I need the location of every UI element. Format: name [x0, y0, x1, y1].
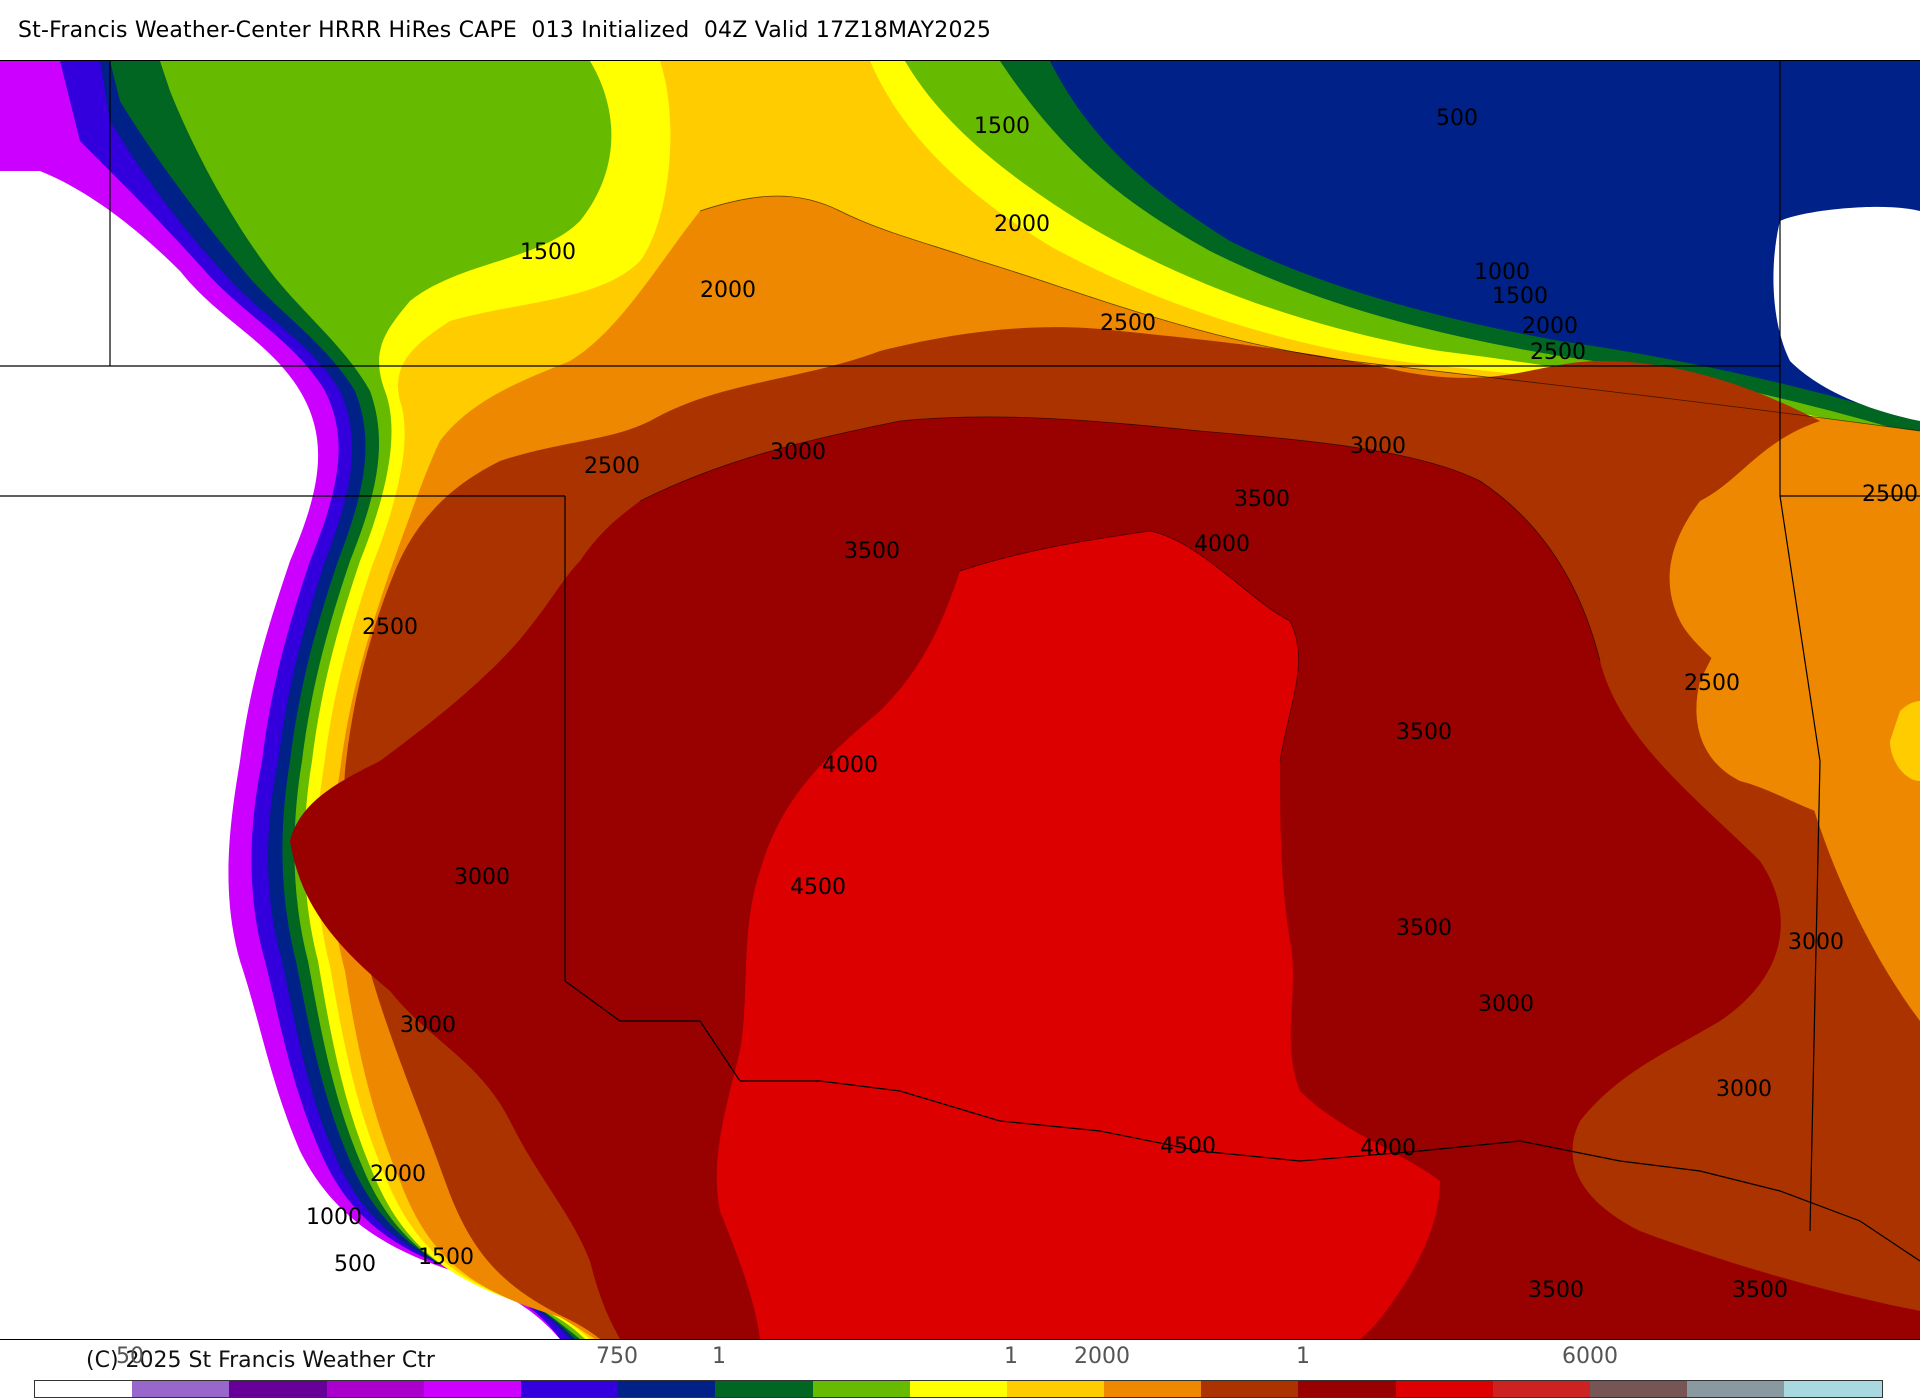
contour-label: 2500	[1684, 671, 1740, 696]
contour-label: 3000	[1478, 992, 1534, 1017]
contour-label: 4500	[790, 875, 846, 900]
legend-tick: 2000	[1074, 1344, 1130, 1369]
map-title: St-Francis Weather-Center HRRR HiRes CAP…	[18, 18, 992, 43]
colorbar-swatch	[618, 1381, 716, 1397]
copyright-text: (C) 2025 St Francis Weather Ctr	[86, 1348, 435, 1373]
contour-label: 3500	[844, 539, 900, 564]
contour-label: 2500	[1100, 311, 1156, 336]
cape-band-1750-east	[1890, 701, 1920, 781]
colorbar-swatch	[423, 1381, 521, 1397]
contour-label: 4000	[822, 753, 878, 778]
contour-label: 500	[334, 1252, 376, 1277]
contour-label: 3500	[1396, 916, 1452, 941]
colorbar-swatch	[715, 1381, 813, 1397]
cape-colorbar	[34, 1380, 1883, 1398]
colorbar-swatch	[35, 1381, 133, 1397]
contour-label: 1000	[306, 1205, 362, 1230]
legend-tick: 1	[712, 1344, 726, 1369]
colorbar-swatch	[132, 1381, 230, 1397]
contour-label: 1500	[1492, 284, 1548, 309]
colorbar-swatch	[1784, 1381, 1882, 1397]
contour-label: 2000	[1522, 314, 1578, 339]
contour-label: 3000	[400, 1013, 456, 1038]
contour-label: 2000	[370, 1162, 426, 1187]
contour-lines	[639, 195, 1920, 762]
legend-tick: 1	[1004, 1344, 1018, 1369]
contour-label: 2500	[362, 615, 418, 640]
contour-label: 3500	[1396, 720, 1452, 745]
contour-label: 2500	[584, 454, 640, 479]
contour-label: 3000	[1350, 434, 1406, 459]
contour-label: 3000	[770, 440, 826, 465]
colorbar-swatch	[326, 1381, 424, 1397]
colorbar-swatch	[1395, 1381, 1493, 1397]
contour-label: 2500	[1862, 482, 1918, 507]
contour-label: 500	[1436, 106, 1478, 131]
legend-tick: 750	[596, 1344, 638, 1369]
colorbar-swatch	[1492, 1381, 1590, 1397]
contour-label: 2500	[1530, 340, 1586, 365]
cape-band-4000	[716, 531, 1440, 1339]
colorbar-swatch	[1006, 1381, 1105, 1397]
contour-label: 3000	[454, 865, 510, 890]
contour-label: 4500	[1160, 1134, 1216, 1159]
colorbar-swatch	[1687, 1381, 1785, 1397]
colorbar-swatch	[909, 1381, 1007, 1397]
map-footer: (C) 2025 St Francis Weather Ctr 50 750 1…	[0, 1338, 1920, 1400]
colorbar-swatch	[812, 1381, 910, 1397]
contour-label-group: 500 1500 2000 1500 2000 2500 1000 1500 2…	[306, 106, 1918, 1303]
colorbar-swatch	[229, 1381, 327, 1397]
contour-label: 2000	[700, 278, 756, 303]
ne-no-data	[1773, 206, 1920, 421]
legend-tick: 50	[116, 1344, 144, 1369]
state-borders	[0, 61, 1920, 1262]
legend-tick: 1	[1296, 1344, 1310, 1369]
cape-map: 500 1500 2000 1500 2000 2500 1000 1500 2…	[0, 60, 1920, 1340]
colorbar-swatch	[1104, 1381, 1202, 1397]
colorbar-swatch	[1590, 1381, 1688, 1397]
contour-label: 3000	[1788, 930, 1844, 955]
cape-map-svg: 500 1500 2000 1500 2000 2500 1000 1500 2…	[0, 61, 1920, 1339]
contour-label: 3500	[1528, 1278, 1584, 1303]
colorbar-swatch	[1298, 1381, 1396, 1397]
cape-band-2000-east	[1696, 431, 1920, 821]
legend-tick: 6000	[1562, 1344, 1618, 1369]
contour-label: 1500	[974, 114, 1030, 139]
contour-label: 4000	[1360, 1136, 1416, 1161]
contour-label: 3500	[1234, 487, 1290, 512]
contour-label: 1500	[418, 1245, 474, 1270]
contour-label: 4000	[1194, 532, 1250, 557]
contour-label: 3500	[1732, 1278, 1788, 1303]
contour-label: 3000	[1716, 1077, 1772, 1102]
contour-label: 1000	[1474, 260, 1530, 285]
colorbar-swatch	[520, 1381, 619, 1397]
colorbar-swatch	[1201, 1381, 1299, 1397]
contour-label: 2000	[994, 212, 1050, 237]
contour-label: 1500	[520, 240, 576, 265]
